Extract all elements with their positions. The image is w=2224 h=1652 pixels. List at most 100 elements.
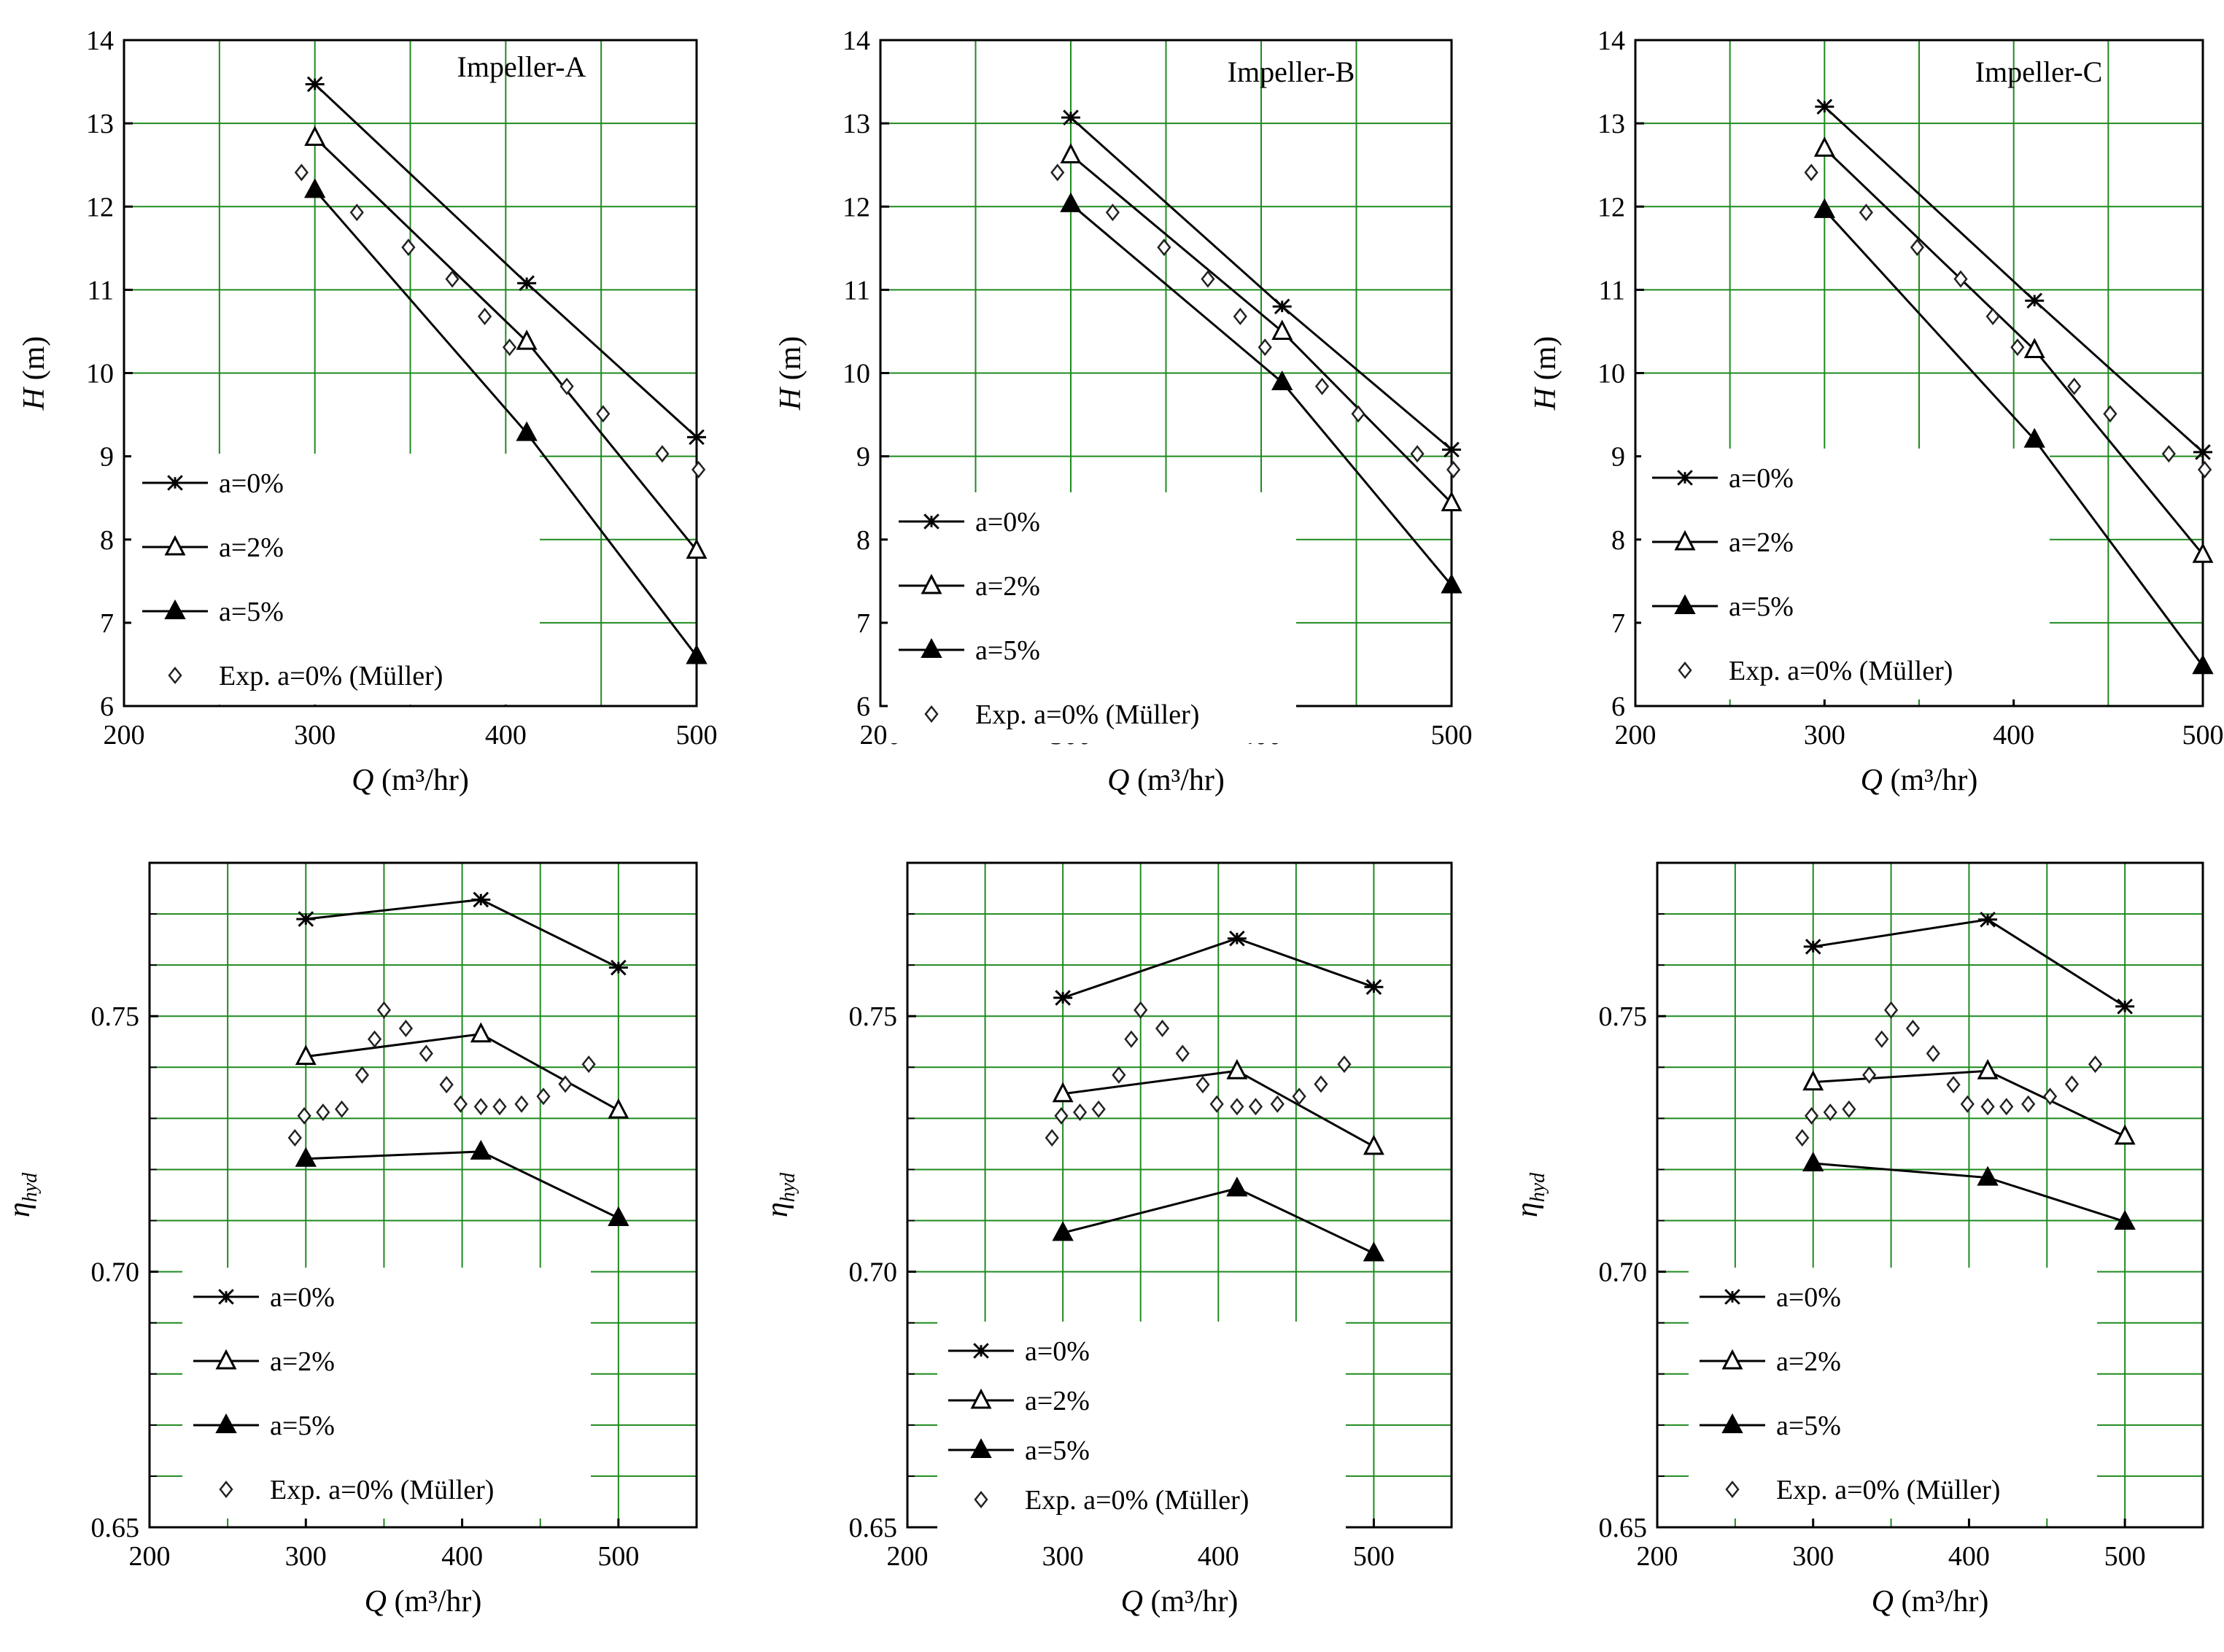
series-triangle-filled (1060, 192, 1462, 594)
diamond-open-marker (1804, 1106, 1819, 1125)
y-tick-label: 9 (856, 442, 870, 473)
y-tick-label: 11 (87, 275, 114, 306)
series-triangle-open (295, 1022, 629, 1119)
star-marker (296, 911, 316, 927)
y-axis-symbol: H (774, 386, 807, 411)
diamond-open-marker (453, 1095, 468, 1113)
diamond-open-marker (1910, 239, 1925, 257)
legend-label: a=0% (1025, 1336, 1090, 1367)
panel-title: Impeller-A (457, 50, 586, 83)
legend-label: a=5% (270, 1411, 335, 1441)
series-star (1815, 98, 2212, 460)
legend-label: a=2% (270, 1346, 335, 1377)
legend: a=0% a=2% a=5% Exp. a=0% (Müller) (1700, 1282, 2000, 1505)
diamond-open-marker (473, 1098, 488, 1116)
diamond-open-marker (514, 1095, 529, 1113)
triangle-open-marker (164, 535, 186, 556)
legend-label: a=2% (1025, 1386, 1090, 1416)
x-tick-label: 400 (1948, 1541, 1990, 1572)
x-tick-label: 500 (2104, 1541, 2146, 1572)
diamond-open-marker (1678, 661, 1692, 680)
diamond-open-marker (1314, 377, 1330, 395)
star-marker (1675, 470, 1694, 486)
triangle-filled-marker (295, 1147, 317, 1167)
diamond-open-marker (219, 1480, 233, 1499)
diamond-open-marker (477, 307, 492, 325)
legend-label: a=0% (270, 1282, 335, 1313)
diamond-open-marker (1859, 203, 1873, 222)
triangle-open-marker (1060, 143, 1082, 163)
star-marker (2115, 998, 2135, 1015)
series-star (1061, 109, 1461, 458)
diamond-open-marker (559, 377, 574, 395)
star-marker (217, 1289, 236, 1305)
x-tick-label: 400 (1993, 720, 2034, 751)
star-marker (1053, 990, 1073, 1006)
y-tick-label: 14 (1597, 26, 1625, 56)
diamond-open-marker (1446, 460, 1461, 478)
legend-entry: a=0% (193, 1282, 335, 1313)
triangle-open-marker (1441, 491, 1462, 512)
triangle-open-marker (1226, 1058, 1248, 1079)
triangle-open-marker (921, 573, 942, 594)
x-tick-label: 300 (1804, 720, 1845, 751)
diamond-open-marker (1050, 163, 1065, 182)
x-tick-label: 200 (1637, 1541, 1678, 1572)
y-axis-title: H (m) (774, 336, 807, 411)
diamond-open-marker (1175, 1044, 1190, 1063)
star-marker (1815, 98, 1834, 115)
diamond-open-marker (2064, 1075, 2080, 1093)
chart-panel-head-C: 200 300 400 500 6 7 8 9 10 11 12 13 14 Q (m³/hr) H (m)… (1529, 26, 2224, 797)
legend-entry: a=5% (899, 635, 1040, 666)
y-tick-label: 12 (86, 192, 114, 222)
diamond-open-marker (334, 1100, 349, 1118)
x-axis-symbol: Q (1121, 1585, 1143, 1618)
triangle-filled-marker (516, 421, 538, 441)
legend-label: a=2% (975, 571, 1040, 602)
chart-panel-eff-A: 200 300 400 500 0.65 0.70 0.75 Q (m³/hr) ηhyd a=0… (3, 861, 698, 1618)
legend-label: a=5% (1729, 592, 1794, 622)
diamond-open-marker (536, 1087, 551, 1106)
legend-label: Exp. a=0% (Müller) (270, 1475, 494, 1505)
y-tick-label: 0.70 (1599, 1257, 1648, 1288)
diamond-open-marker (316, 1103, 330, 1121)
diamond-open-marker (596, 405, 611, 423)
x-tick-label: 500 (1431, 720, 1473, 751)
legend-entry: a=2% (193, 1346, 335, 1377)
x-axis-unit: (m³/hr) (1143, 1585, 1238, 1618)
diamond-open-marker (1883, 1001, 1899, 1019)
star-marker (687, 429, 706, 446)
y-axis-symbol: H (18, 386, 51, 411)
y-axis-title: ηhyd (1511, 1172, 1549, 1217)
legend: a=0% a=2% a=5% Exp. a=0% (Müller) (948, 1336, 1249, 1516)
legend-entry: a=0% (142, 468, 284, 499)
triangle-filled-marker (608, 1206, 629, 1227)
diamond-open-marker (1926, 1044, 1940, 1063)
legend-entry: a=0% (948, 1336, 1090, 1367)
legend-label: Exp. a=0% (Müller) (1025, 1485, 1249, 1516)
triangle-filled-marker (1802, 1151, 1824, 1172)
y-tick-label: 13 (1597, 109, 1625, 139)
diamond-open-marker (1196, 1076, 1210, 1094)
chart-panel-eff-C: 200 300 400 500 0.65 0.70 0.75 Q (m³/hr) ηhyd a=0… (1511, 861, 2204, 1618)
y-tick-label: 6 (1611, 691, 1625, 722)
diamond-open-marker (2088, 1055, 2103, 1074)
y-axis-symbol: H (1529, 386, 1562, 411)
y-tick-label: 8 (1611, 525, 1625, 556)
star-marker (1272, 298, 1292, 315)
series-triangle-filled (1802, 1151, 2136, 1230)
diamond-open-marker (2197, 460, 2212, 478)
triangle-open-marker (516, 329, 538, 350)
legend: a=0% a=2% a=5% Exp. a=0% (Müller) (1652, 463, 1953, 686)
series-triangle-filled (295, 1139, 629, 1227)
y-axis-symbol: η (1511, 1202, 1544, 1217)
legend-label: Exp. a=0% (Müller) (975, 699, 1199, 730)
diamond-open-marker (1270, 1095, 1285, 1113)
x-tick-label: 300 (1792, 1541, 1834, 1572)
legend-entry: a=5% (193, 1411, 335, 1441)
x-axis-title: Q (m³/hr) (365, 1585, 482, 1618)
y-tick-label: 0.65 (91, 1513, 140, 1543)
star-marker (1061, 109, 1080, 125)
diamond-open-marker (287, 1129, 302, 1147)
